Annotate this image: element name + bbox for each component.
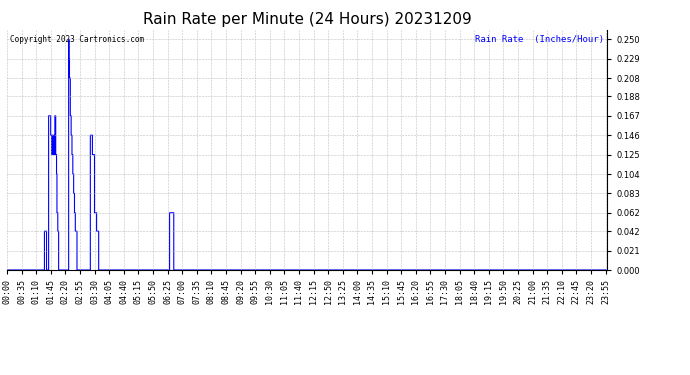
Text: Rain Rate  (Inches/Hour): Rain Rate (Inches/Hour) (475, 35, 604, 44)
Title: Rain Rate per Minute (24 Hours) 20231209: Rain Rate per Minute (24 Hours) 20231209 (143, 12, 471, 27)
Text: Copyright 2023 Cartronics.com: Copyright 2023 Cartronics.com (10, 35, 144, 44)
